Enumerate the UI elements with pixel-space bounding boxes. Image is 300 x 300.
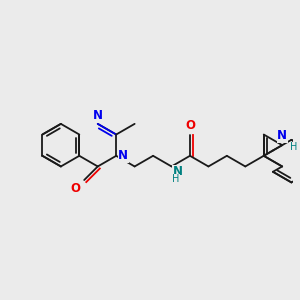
Text: O: O: [70, 182, 80, 195]
Text: H: H: [290, 142, 297, 152]
Text: H: H: [172, 174, 180, 184]
Text: N: N: [277, 129, 287, 142]
Text: O: O: [185, 118, 195, 132]
Text: N: N: [93, 109, 103, 122]
Text: N: N: [172, 166, 182, 178]
Text: N: N: [118, 149, 128, 162]
